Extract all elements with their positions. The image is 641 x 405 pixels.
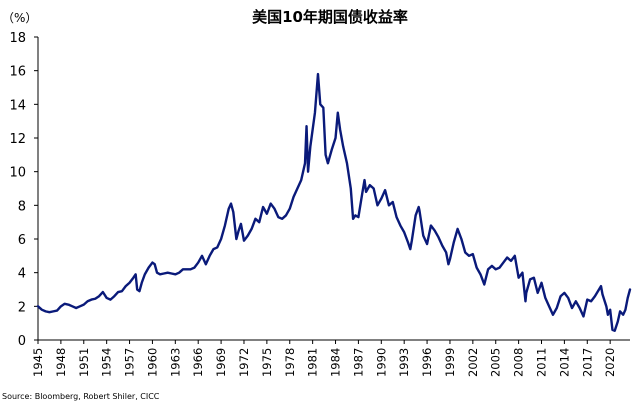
y-tick-label: 12 bbox=[9, 132, 26, 147]
x-tick-label: 1999 bbox=[443, 348, 457, 377]
x-tick-label: 1975 bbox=[260, 348, 274, 377]
x-tick-label: 1969 bbox=[214, 348, 228, 377]
x-tick-label: 2005 bbox=[489, 348, 503, 377]
y-unit-label: （%） bbox=[2, 11, 37, 25]
y-tick-label: 8 bbox=[18, 199, 26, 214]
x-tick-label: 1972 bbox=[237, 348, 251, 377]
x-tick-label: 1948 bbox=[54, 348, 68, 377]
x-tick-label: 2014 bbox=[557, 348, 571, 377]
y-tick-label: 18 bbox=[9, 31, 26, 46]
x-tick-label: 1978 bbox=[283, 348, 297, 377]
y-tick-label: 6 bbox=[18, 233, 26, 248]
y-tick-label: 0 bbox=[18, 334, 26, 349]
x-tick-label: 1990 bbox=[374, 348, 388, 377]
x-tick-label: 1957 bbox=[123, 348, 137, 377]
series-layer bbox=[36, 72, 632, 332]
x-axis: 1945 1948 1951 1954 1957 1960 1963 1966 1969 1972… bbox=[31, 339, 630, 377]
x-tick-label: 1963 bbox=[168, 348, 182, 377]
x-tick-label: 1993 bbox=[397, 348, 411, 377]
x-tick-label: 2008 bbox=[512, 348, 526, 377]
x-tick-label: 2002 bbox=[466, 348, 480, 377]
series-line bbox=[36, 72, 632, 332]
source-note: Source: Bloomberg, Robert Shiler, CICC bbox=[2, 392, 160, 401]
x-tick-label: 1966 bbox=[191, 348, 205, 377]
y-tick-label: 16 bbox=[9, 65, 26, 80]
x-tick-label: 2011 bbox=[535, 348, 549, 377]
y-tick-label: 4 bbox=[18, 267, 26, 282]
x-tick-label: 1981 bbox=[306, 348, 320, 377]
x-tick-label: 1954 bbox=[100, 348, 114, 377]
x-tick-label: 2020 bbox=[603, 348, 617, 377]
x-tick-label: 1987 bbox=[351, 348, 365, 377]
x-tick-label: 1945 bbox=[31, 348, 45, 377]
x-tick-label: 1951 bbox=[77, 348, 91, 377]
y-tick-label: 10 bbox=[9, 166, 26, 181]
y-tick-label: 2 bbox=[18, 300, 26, 315]
chart-title: 美国10年期国债收益率 bbox=[252, 8, 408, 26]
x-tick-label: 1996 bbox=[420, 348, 434, 377]
y-axis: 0 2 4 6 8 10 12 14 16 18 bbox=[9, 31, 39, 349]
x-tick-label: 1984 bbox=[329, 348, 343, 377]
y-tick-label: 14 bbox=[9, 98, 26, 113]
x-tick-label: 1960 bbox=[145, 348, 159, 377]
x-tick-label: 2017 bbox=[580, 348, 594, 377]
